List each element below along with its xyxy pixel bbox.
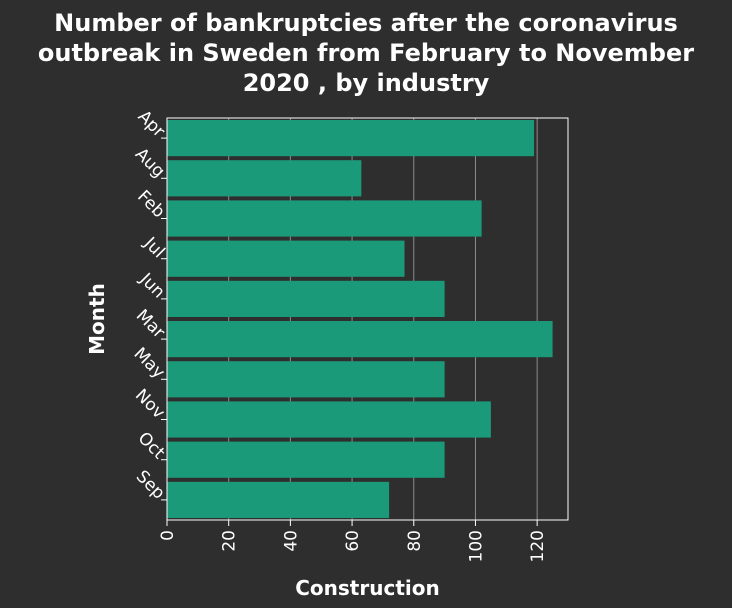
bar-feb [167, 200, 482, 237]
y-tick-label-feb: Feb [133, 187, 168, 222]
chart-title-line-1: Number of bankruptcies after the coronav… [54, 9, 678, 37]
bar-apr [167, 120, 535, 157]
x-axis-label: Construction [295, 576, 439, 600]
bar-jun [167, 280, 445, 317]
y-tick-label-nov: Nov [131, 385, 169, 423]
bar-oct [167, 441, 445, 478]
y-tick-label-jun: Jun [135, 269, 169, 303]
y-axis-label: Month [85, 283, 109, 355]
plot-border [166, 117, 569, 521]
y-tick-label-mar: Mar [132, 306, 169, 343]
bar-may [167, 361, 445, 398]
y-tick-label-may: May [130, 344, 169, 383]
x-tick-label-3: 60 [343, 530, 363, 552]
chart-title-line-3: 2020 , by industry [242, 69, 490, 97]
bar-mar [167, 321, 553, 358]
x-tick-label-4: 80 [405, 530, 425, 552]
x-tick-label-0: 0 [158, 530, 178, 541]
y-tick-label-aug: Aug [131, 144, 169, 182]
x-tick-label-5: 100 [466, 530, 486, 562]
y-tick-label-jul: Jul [139, 233, 168, 262]
y-tick-label-sep: Sep [132, 467, 169, 504]
x-tick-label-2: 40 [281, 530, 301, 552]
y-tick-label-apr: Apr [134, 107, 169, 142]
bar-nov [167, 401, 491, 438]
bar-sep [167, 481, 390, 518]
bar-aug [167, 160, 362, 197]
y-tick-label-oct: Oct [134, 428, 169, 463]
bar-jul [167, 240, 405, 277]
x-tick-label-6: 120 [528, 530, 548, 562]
chart-title-line-2: outbreak in Sweden from February to Nove… [37, 39, 695, 67]
x-tick-label-1: 20 [220, 530, 240, 552]
